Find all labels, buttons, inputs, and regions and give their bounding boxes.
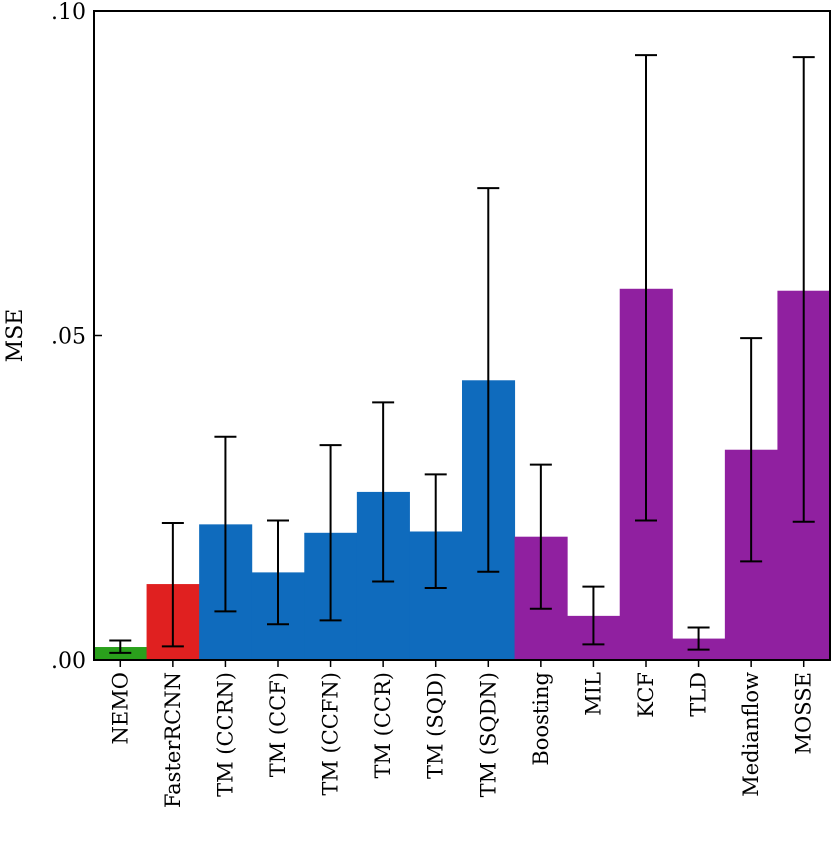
- error-bar-11: [687, 626, 710, 651]
- error-bar-6: [424, 473, 447, 589]
- error-bar-12: [740, 337, 763, 563]
- error-bar-2: [214, 435, 237, 613]
- error-bar-13: [792, 56, 815, 523]
- y-axis: .00 .05 .10: [51, 0, 102, 674]
- error-bar-4: [319, 444, 342, 622]
- x-tick-label: TM (CCR): [371, 672, 395, 779]
- error-bar-5: [372, 401, 395, 583]
- bars-group: [94, 288, 831, 660]
- error-bar-10: [635, 54, 657, 522]
- error-bars-group: [109, 54, 815, 654]
- x-tick-label: TM (SQDN): [476, 672, 500, 797]
- x-tick-label: TLD: [687, 672, 711, 717]
- x-tick-label: NEMO: [108, 672, 132, 744]
- x-tick-label: Boosting: [529, 672, 553, 766]
- error-bar-1: [161, 522, 184, 648]
- y-tick-label: .05: [51, 325, 86, 350]
- x-tick-label: TM (CCF): [266, 672, 290, 777]
- x-tick-label: MOSSE: [792, 672, 816, 754]
- x-tick-label: Medianflow: [739, 672, 763, 797]
- error-bar-7: [477, 187, 500, 573]
- y-axis-label: MSE: [3, 309, 28, 363]
- x-tick-label: TM (SQD): [424, 672, 448, 779]
- error-bar-9: [582, 585, 605, 646]
- x-tick-label: KCF: [634, 672, 658, 718]
- error-bar-8: [529, 463, 552, 610]
- y-tick-label: .10: [51, 0, 86, 25]
- error-bar-3: [267, 519, 289, 626]
- x-tick-label: TM (CCFN): [319, 672, 343, 796]
- error-bar-0: [109, 639, 132, 654]
- x-tick-label: TM (CCRN): [213, 672, 237, 797]
- x-axis: NEMO FasterRCNN TM (CCRN) TM (CCF) TM (CCFN)…: [108, 660, 816, 808]
- x-tick-label: MIL: [581, 672, 605, 716]
- x-tick-label: FasterRCNN: [161, 672, 185, 808]
- y-tick-label: .00: [51, 649, 86, 674]
